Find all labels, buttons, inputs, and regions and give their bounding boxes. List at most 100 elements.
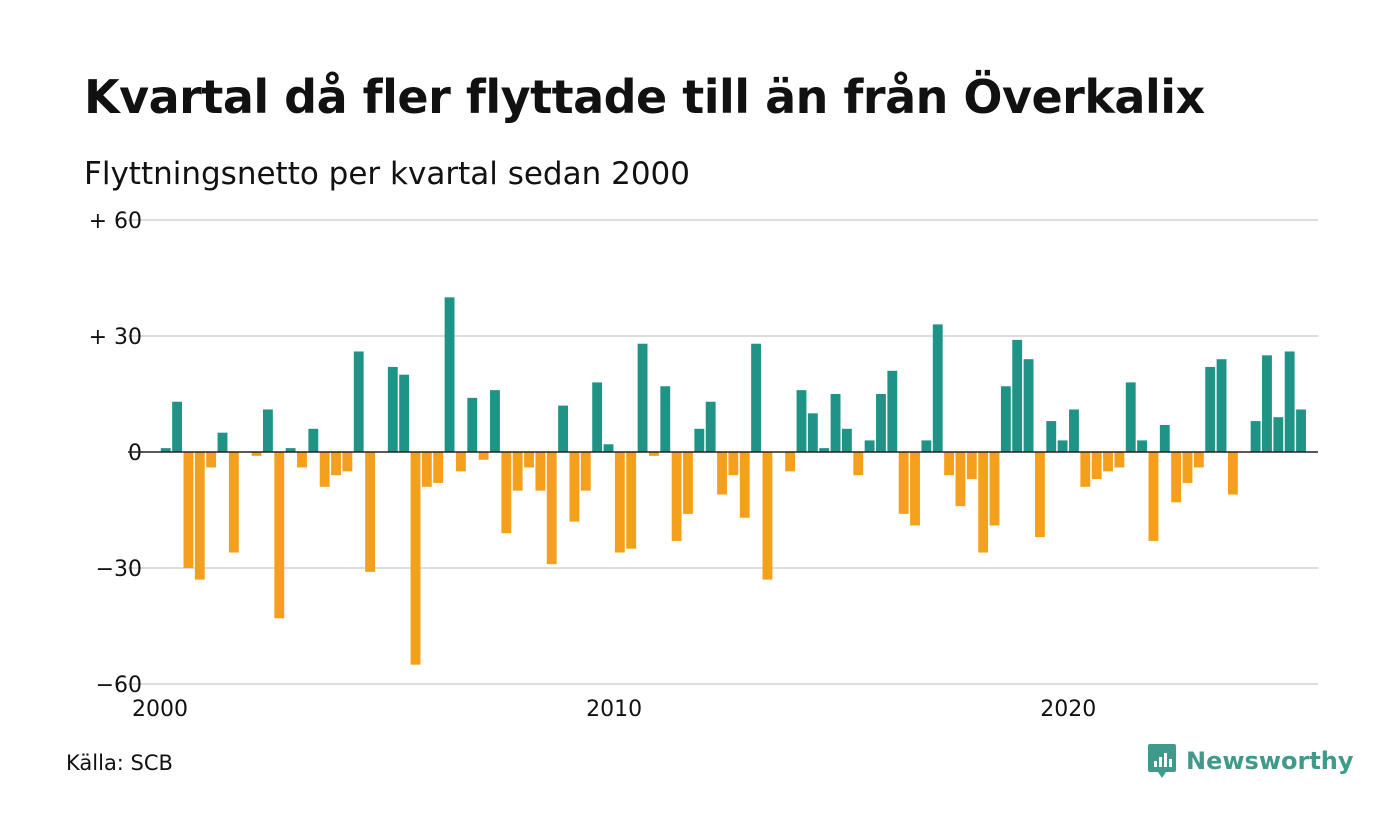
- chart-subtitle: Flyttningsnetto per kvartal sedan 2000: [84, 156, 690, 192]
- bars: [160, 297, 1306, 665]
- bar: [876, 394, 886, 452]
- bar: [501, 452, 512, 534]
- bar: [1250, 421, 1261, 452]
- bar: [637, 343, 648, 452]
- bar: [444, 297, 455, 452]
- bar: [535, 452, 546, 491]
- bar: [910, 452, 920, 526]
- bar: [603, 444, 614, 452]
- bar: [1137, 440, 1148, 452]
- bar: [512, 452, 523, 491]
- bar: [251, 452, 262, 456]
- bar: [160, 448, 171, 452]
- bar: [751, 343, 762, 452]
- bar: [569, 452, 580, 522]
- bar: [1227, 452, 1238, 495]
- bar: [1091, 452, 1102, 480]
- bar: [955, 452, 966, 507]
- bar: [932, 324, 943, 452]
- bar: [319, 452, 330, 487]
- bar: [648, 452, 659, 456]
- bar: [626, 452, 637, 549]
- bar: [1023, 359, 1034, 452]
- bar: [297, 452, 307, 468]
- bar: [433, 452, 444, 483]
- bar: [796, 390, 807, 452]
- bar: [1148, 452, 1159, 541]
- bar: [228, 452, 239, 553]
- bar: [989, 452, 1000, 526]
- bar: [308, 428, 319, 452]
- x-tick-label: 2000: [132, 697, 188, 722]
- bar: [1125, 382, 1136, 452]
- bar: [546, 452, 557, 565]
- bar: [717, 452, 727, 495]
- bar: [331, 452, 341, 476]
- bar: [1171, 452, 1182, 503]
- bar: [841, 428, 852, 452]
- bar: [739, 452, 750, 518]
- bar: [671, 452, 682, 541]
- bar: [1069, 409, 1079, 452]
- bar: [819, 448, 830, 452]
- bar: [694, 428, 705, 452]
- newsworthy-logo-icon: [1148, 744, 1176, 778]
- bar: [1114, 452, 1125, 468]
- bar: [410, 452, 421, 665]
- brand-logo: Newsworthy: [1148, 744, 1354, 778]
- bar: [490, 390, 500, 452]
- bar: [864, 440, 875, 452]
- bar: [1159, 424, 1170, 452]
- bar: [728, 452, 739, 476]
- x-tick-label: 2010: [586, 697, 642, 722]
- bar: [1000, 386, 1011, 452]
- bar: [387, 366, 398, 452]
- bar: [966, 452, 977, 480]
- source-note: Källa: SCB: [66, 751, 173, 775]
- bar: [978, 452, 989, 553]
- bar: [172, 401, 183, 452]
- bar: [944, 452, 955, 476]
- bar: [1057, 440, 1068, 452]
- bar: [365, 452, 376, 572]
- bar: [853, 452, 864, 476]
- bar: [217, 432, 228, 452]
- bar: [183, 452, 194, 568]
- y-tick-label: + 60: [89, 209, 142, 234]
- chart-title: Kvartal då fler flyttade till än från Öv…: [84, 70, 1205, 124]
- bar: [887, 370, 898, 452]
- bar: [1284, 351, 1295, 452]
- bar: [1193, 452, 1204, 468]
- bar: [807, 413, 818, 452]
- bar: [1012, 339, 1023, 452]
- bar: [1034, 452, 1045, 538]
- bar: [342, 452, 353, 472]
- bar: [1046, 421, 1057, 452]
- brand-name: Newsworthy: [1186, 747, 1354, 775]
- bar: [1080, 452, 1091, 487]
- bar: [1262, 355, 1272, 452]
- bar: [558, 405, 569, 452]
- bar: [421, 452, 432, 487]
- bar: [1296, 409, 1306, 452]
- bar: [262, 409, 273, 452]
- bar: [785, 452, 796, 472]
- bar: [194, 452, 205, 580]
- bar: [399, 374, 410, 452]
- bar: [455, 452, 466, 472]
- y-tick-label: −30: [96, 557, 142, 582]
- bar: [285, 448, 296, 452]
- bar: [1205, 366, 1216, 452]
- bar: [274, 452, 285, 619]
- bar: [830, 394, 841, 452]
- grid-lines: [128, 219, 1318, 685]
- bar: [1216, 359, 1227, 452]
- bar: [705, 401, 716, 452]
- y-tick-label: + 30: [89, 325, 142, 350]
- bar: [467, 397, 478, 452]
- bar: [478, 452, 489, 460]
- bar: [592, 382, 603, 452]
- bar: [1182, 452, 1193, 483]
